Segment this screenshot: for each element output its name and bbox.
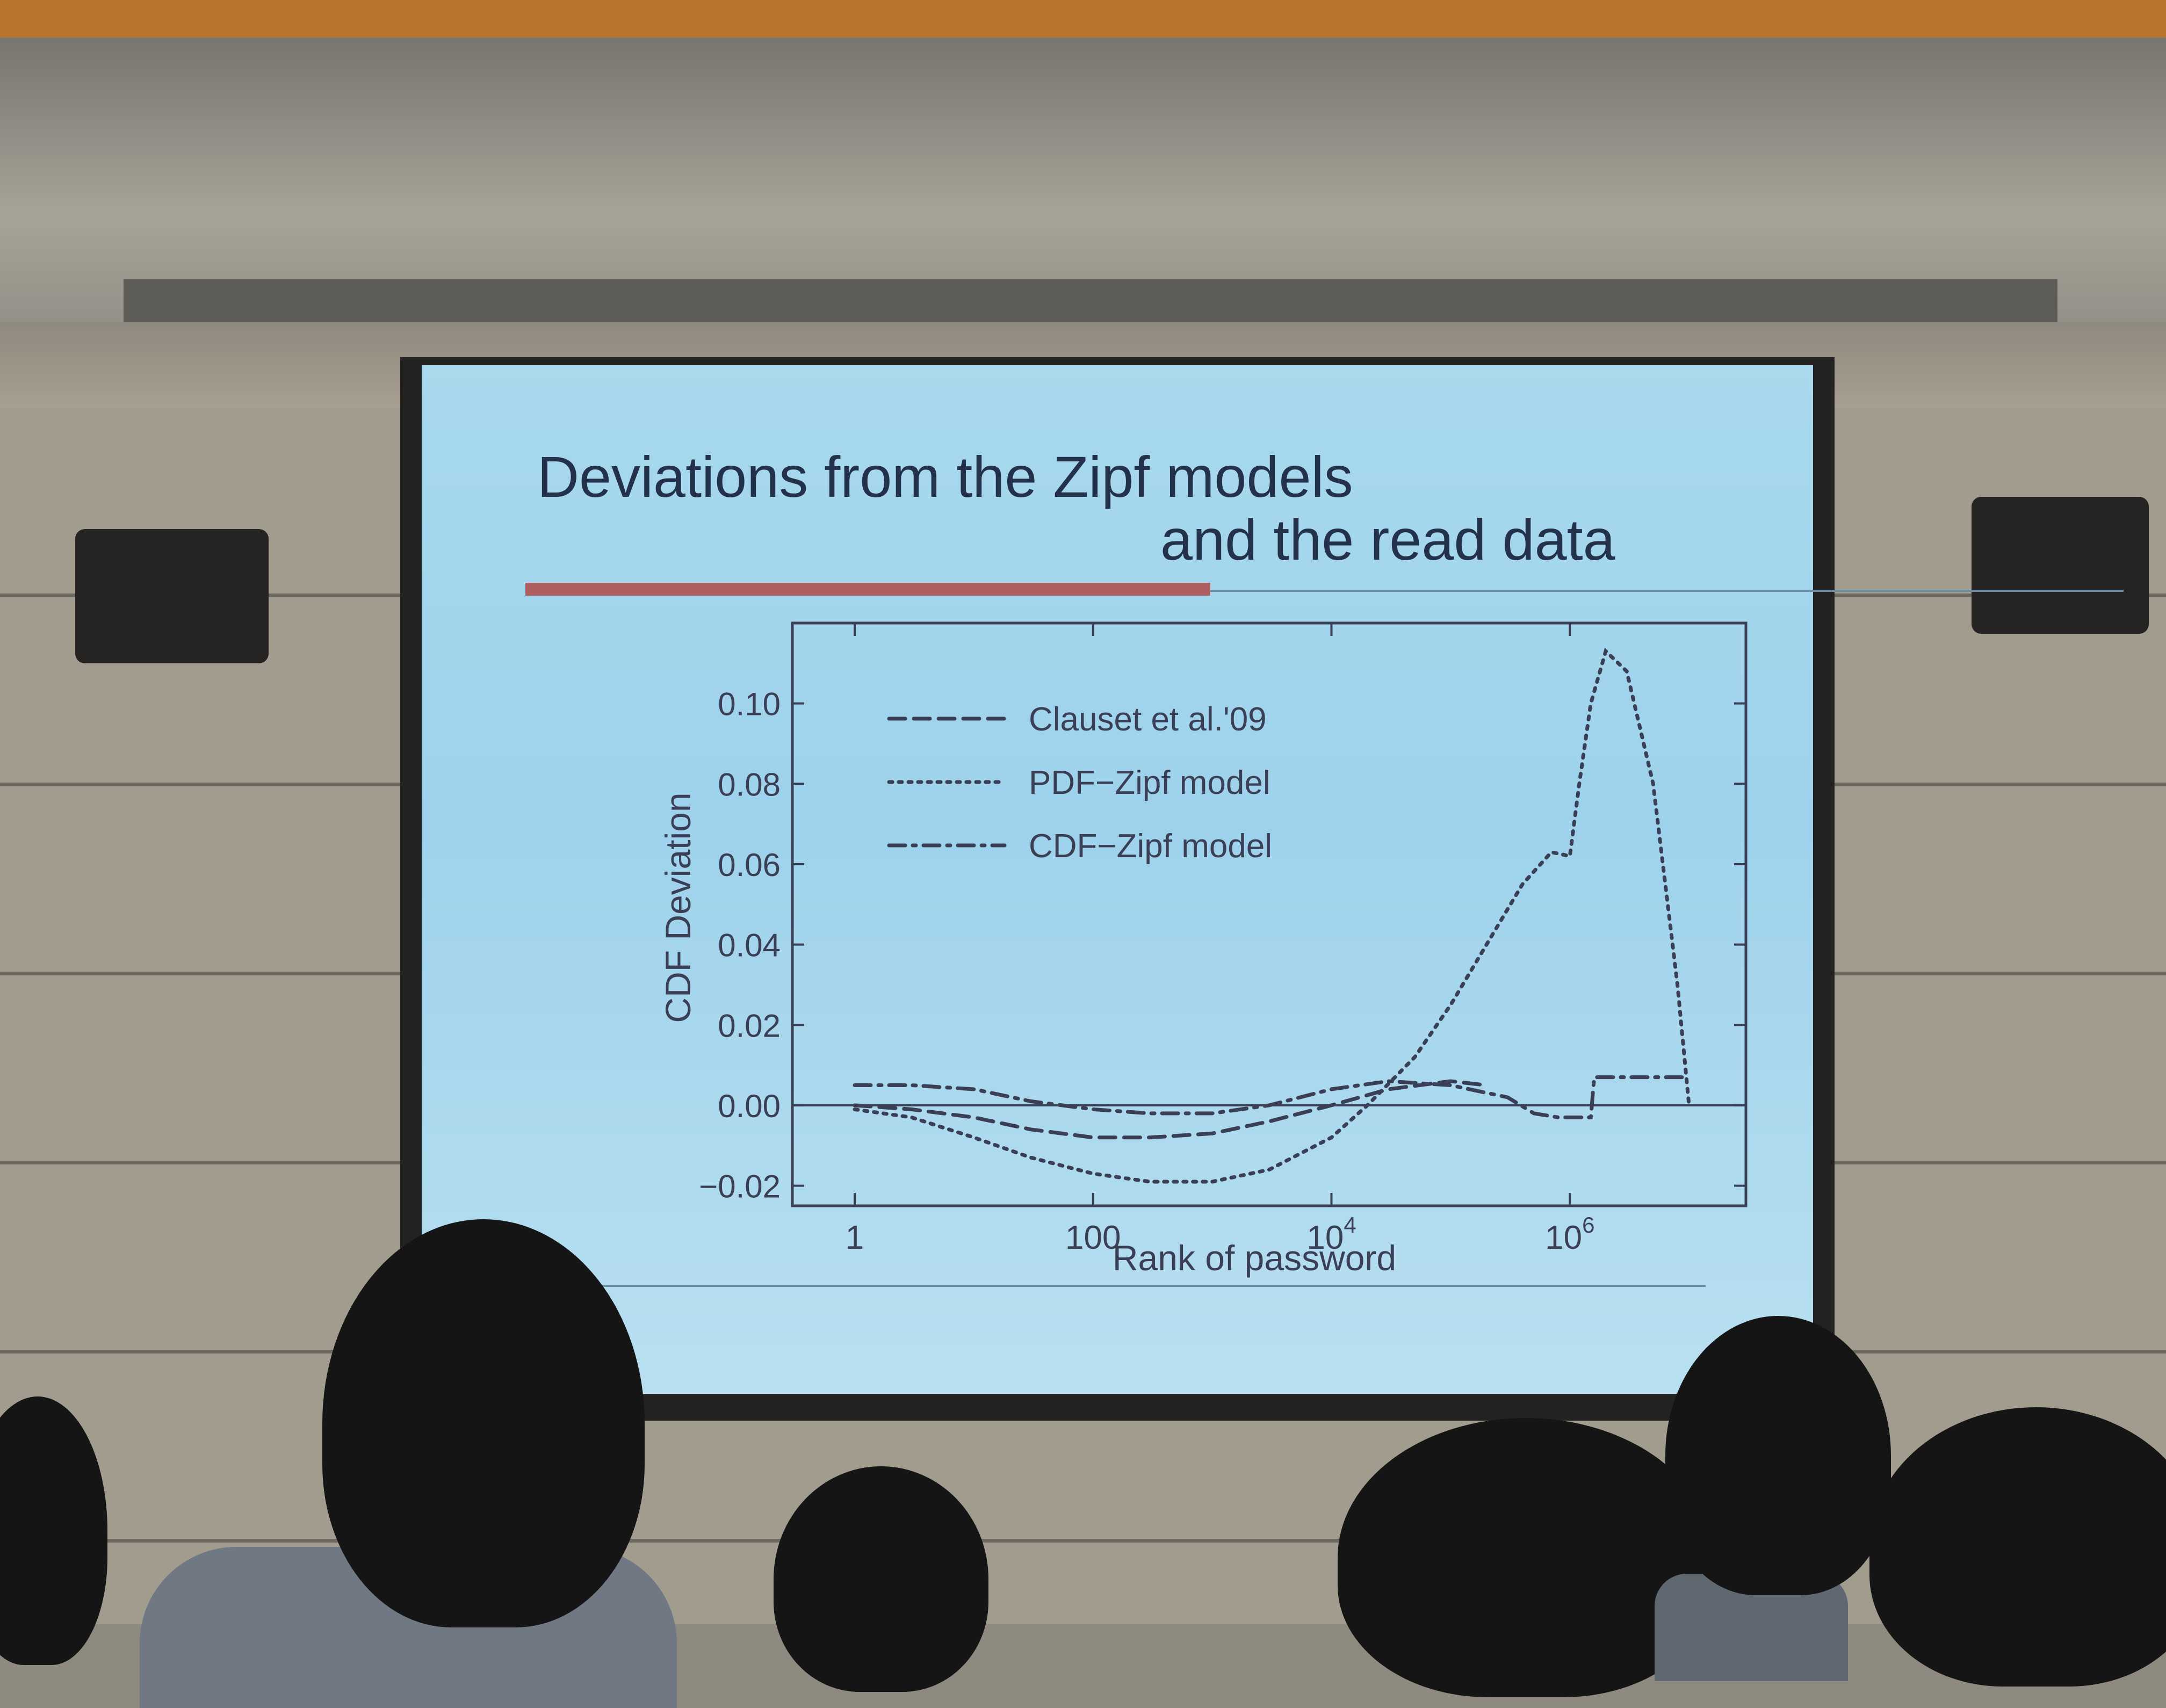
y-tick-label: 0.06 — [718, 847, 781, 883]
audience-head — [322, 1219, 645, 1627]
audience-head — [0, 1396, 107, 1665]
x-tick-label: 100 — [1065, 1219, 1121, 1256]
series-line-2 — [853, 647, 1691, 1184]
y-tick-label: 0.02 — [718, 1008, 781, 1044]
audience-head — [774, 1466, 988, 1692]
y-tick-label: 0.04 — [718, 928, 781, 964]
y-tick-label: 0.08 — [718, 766, 781, 802]
x-axis-label: Rank of password — [1113, 1238, 1396, 1278]
series-layer — [853, 647, 1691, 1184]
right-speaker — [1972, 497, 2149, 634]
title-underline-rule — [1210, 590, 2124, 592]
tick-layer: 0.100.080.060.040.020.00−0.021 100 104 106 — [699, 623, 1746, 1256]
y-axis-label: CDF Deviation — [658, 792, 698, 1023]
screen-housing — [124, 279, 2057, 322]
y-tick-label: −0.02 — [699, 1169, 781, 1205]
y-tick-label: 0.00 — [718, 1088, 781, 1124]
y-tick-label: 0.10 — [718, 686, 781, 722]
x-tick-exponent: 4 — [1344, 1212, 1356, 1237]
legend-label: PDF−Zipf model — [1029, 764, 1270, 801]
legend: Clauset et al.'09 PDF−Zipf model CDF−Zipf … — [887, 701, 1272, 865]
plot-frame — [791, 621, 1748, 1207]
legend-label: CDF−Zipf model — [1029, 828, 1272, 865]
x-tick-label: 1 — [846, 1219, 864, 1256]
x-tick-exponent: 6 — [1582, 1212, 1594, 1237]
x-tick-label: 106 — [1545, 1212, 1594, 1256]
slide-title-line2: and the read data — [1160, 507, 1615, 572]
series-line-1 — [853, 1079, 1489, 1140]
title-underline-bar — [525, 583, 1210, 596]
audience-head — [1665, 1316, 1891, 1595]
chart: 0.100.080.060.040.020.00−0.021 100 104 106 … — [658, 621, 1748, 1278]
slide-footer-rule — [502, 1285, 1706, 1287]
legend-label: Clauset et al.'09 — [1029, 701, 1267, 738]
left-speaker — [75, 529, 269, 663]
series-line-3 — [853, 1075, 1691, 1119]
slide: Deviations from the Zipf models and the … — [422, 365, 2124, 1394]
ceiling-trim — [0, 0, 2166, 38]
slide-title-line1: Deviations from the Zipf models — [537, 444, 1353, 509]
